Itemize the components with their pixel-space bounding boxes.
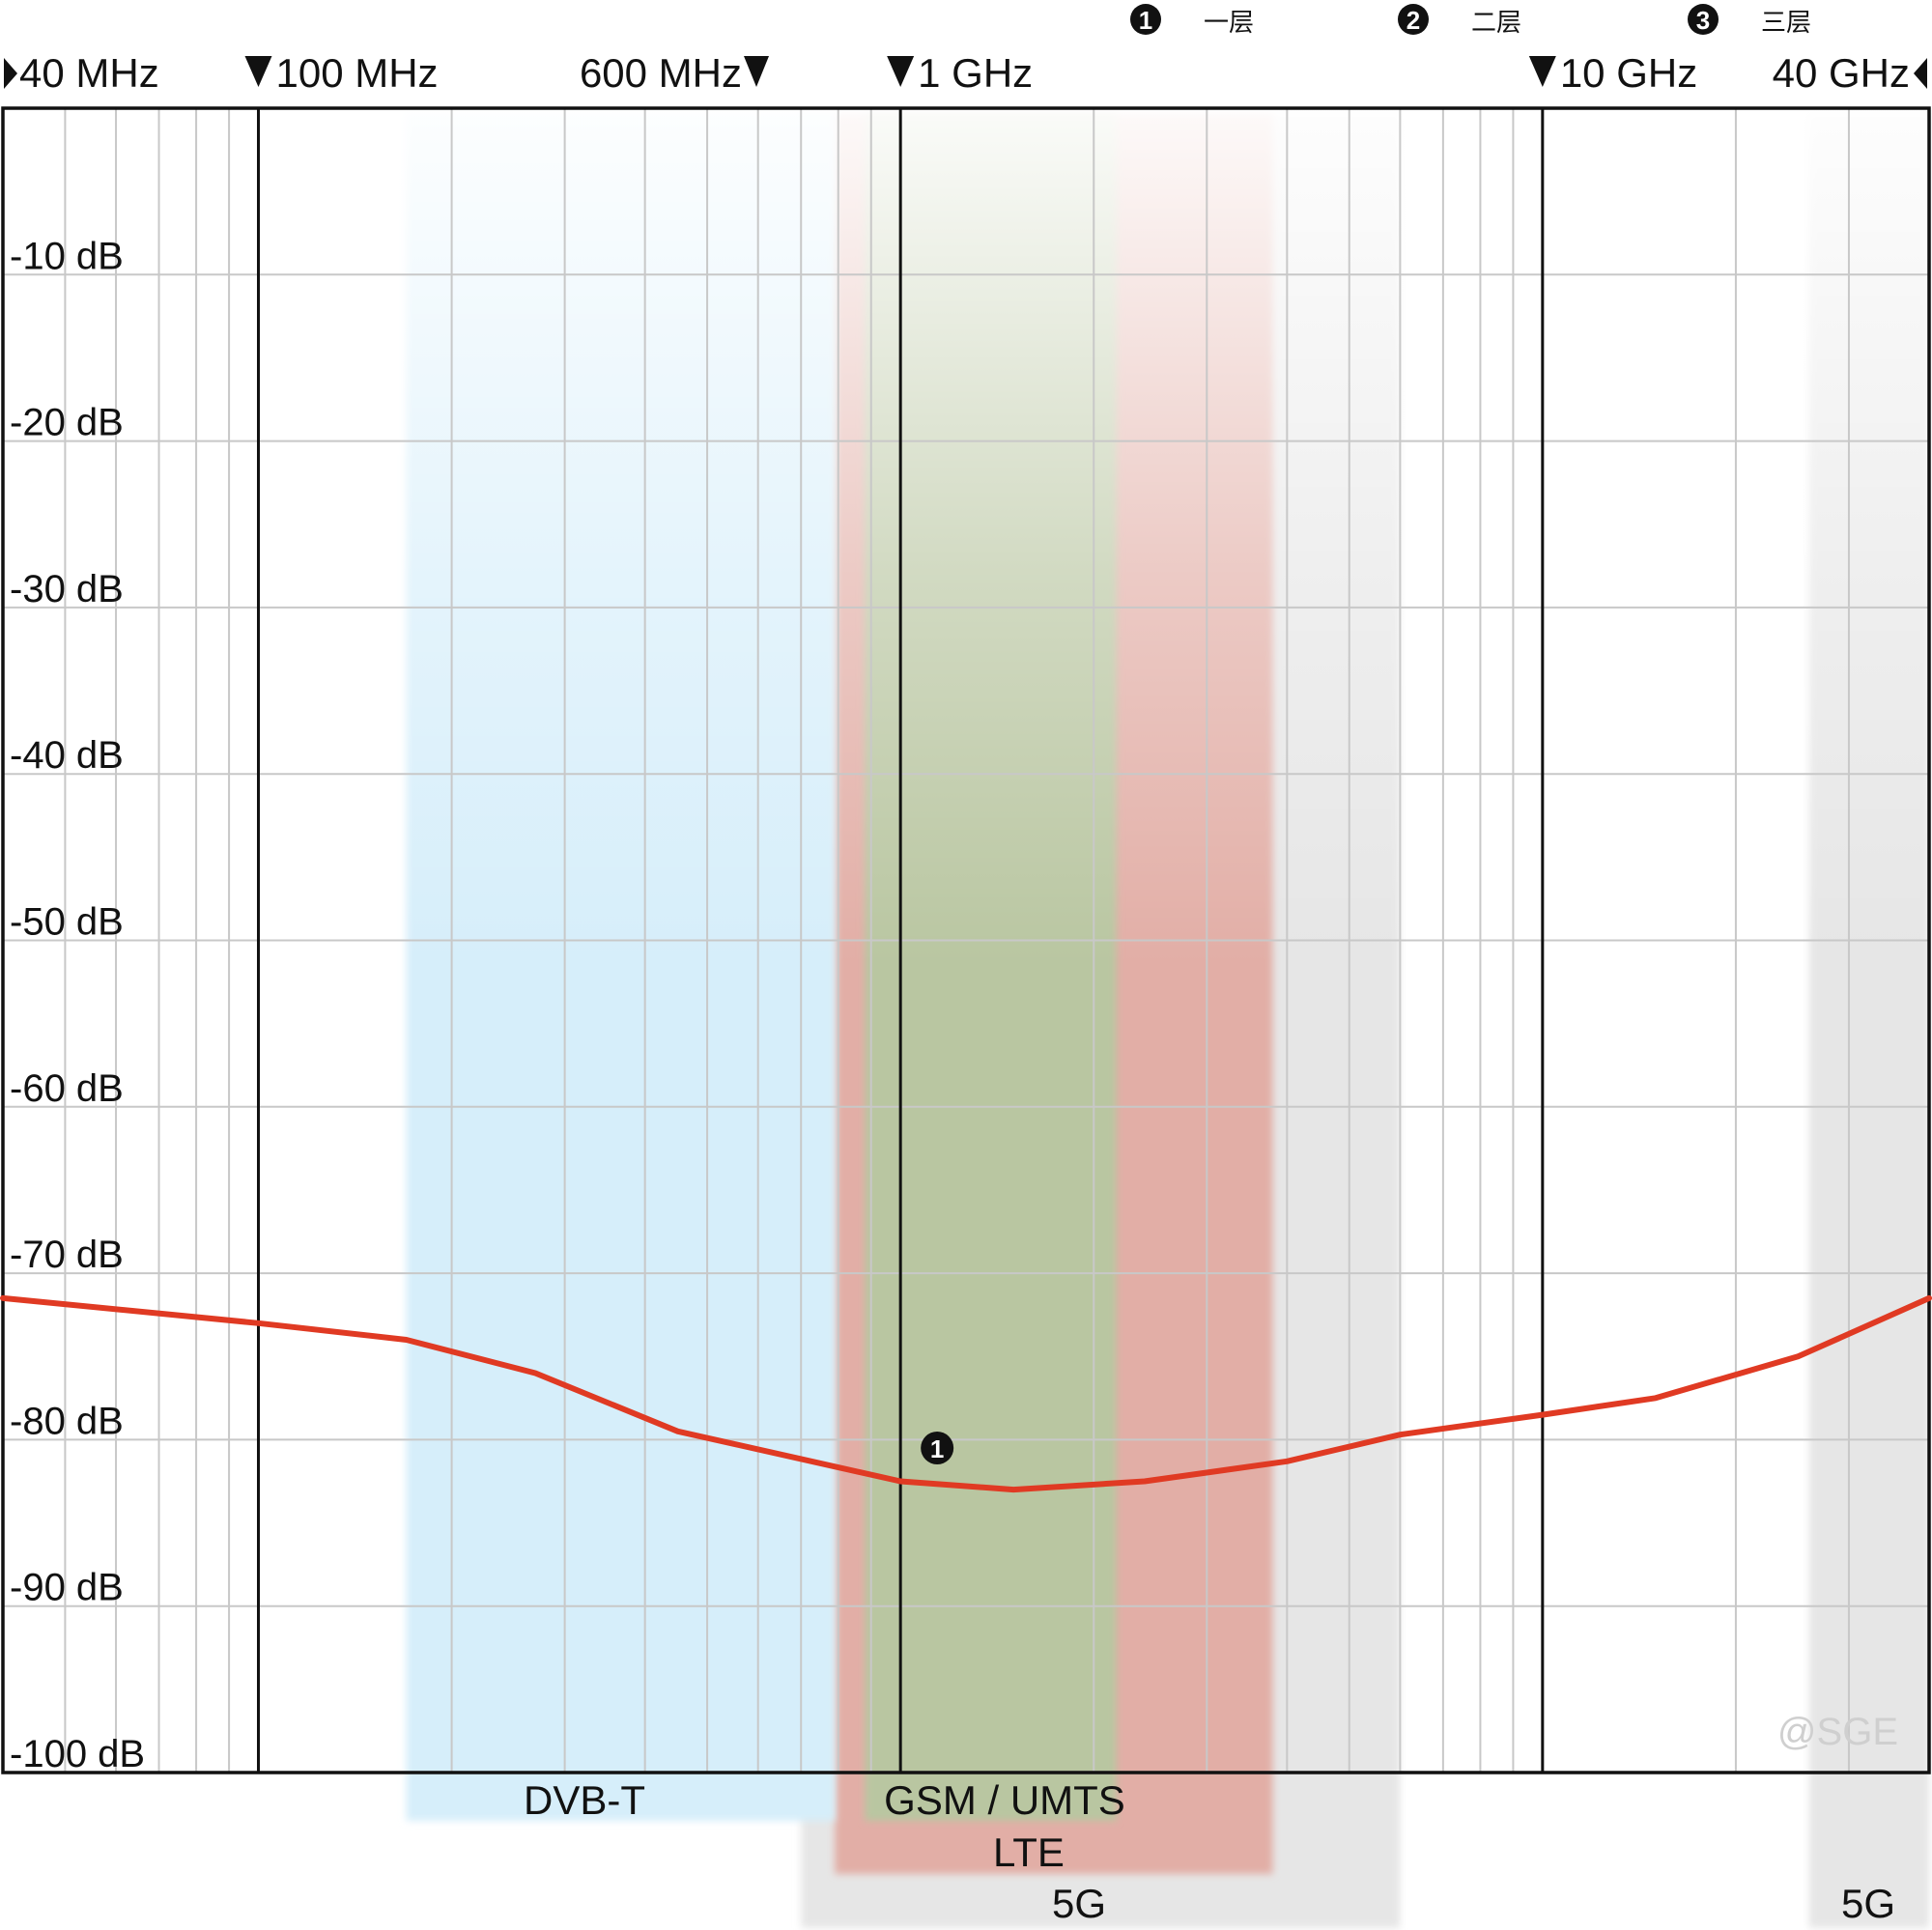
series-layer xyxy=(0,1294,1932,1493)
x-tick-labels: 40 MHz 100 MHz 600 MHz 1 GHz 10 GHz 40 GHz xyxy=(4,50,1927,96)
y-tick-label: -20 dB xyxy=(10,402,124,444)
tick-marker-down-icon xyxy=(1528,56,1556,87)
tick-marker-down-icon xyxy=(887,56,915,87)
legend-marker-number: 3 xyxy=(1696,6,1710,35)
x-tick-label: 40 MHz xyxy=(19,50,159,96)
legend: 1 一层 2 二层 3 三层 xyxy=(1130,4,1811,37)
y-tick-label: -60 dB xyxy=(10,1067,124,1110)
legend-label: 三层 xyxy=(1761,8,1811,37)
legend-marker-number: 2 xyxy=(1406,6,1420,35)
legend-marker-3-icon xyxy=(1688,4,1719,35)
band-label: 5G xyxy=(1841,1881,1895,1926)
x-tick-label: 100 MHz xyxy=(275,50,438,96)
y-tick-label: -50 dB xyxy=(10,901,124,944)
plot-border xyxy=(1,106,1931,1774)
annotation-number: 1 xyxy=(930,1434,944,1463)
band-label: 5G xyxy=(1052,1881,1106,1926)
annotations: 1 xyxy=(921,1432,954,1465)
minor-gridlines xyxy=(2,108,1930,1773)
tick-marker-down-icon xyxy=(244,56,272,87)
legend-marker-1-icon xyxy=(1130,4,1161,35)
x-tick-label: 10 GHz xyxy=(1560,50,1697,96)
band-fade xyxy=(3,97,1929,966)
y-tick-label: -40 dB xyxy=(10,734,124,777)
band-fade-overlay xyxy=(3,97,1929,966)
band-label: GSM / UMTS xyxy=(884,1777,1125,1823)
tick-marker-right-icon xyxy=(4,58,17,89)
tick-marker-down-icon xyxy=(744,56,769,87)
legend-label: 一层 xyxy=(1204,8,1254,37)
y-tick-label: -80 dB xyxy=(10,1400,124,1442)
y-tick-label: -30 dB xyxy=(10,568,124,610)
band-label: DVB-T xyxy=(524,1777,645,1823)
plot-frame xyxy=(1,106,1931,1774)
y-tick-labels: -10 dB -20 dB -30 dB -40 dB -50 dB -60 dB -70 … xyxy=(10,235,145,1775)
y-tick-label: -70 dB xyxy=(10,1234,124,1276)
x-tick-label: 40 GHz xyxy=(1773,50,1910,96)
major-gridlines xyxy=(256,108,1545,1773)
tick-marker-left-icon xyxy=(1914,58,1927,89)
legend-label: 二层 xyxy=(1471,8,1521,37)
legend-marker-number: 1 xyxy=(1139,6,1152,35)
x-tick-label: 1 GHz xyxy=(918,50,1033,96)
legend-marker-2-icon xyxy=(1398,4,1429,35)
x-tick-label: 600 MHz xyxy=(580,50,742,96)
y-tick-label: -10 dB xyxy=(10,235,124,277)
watermark: @SGE xyxy=(1777,1711,1898,1753)
band-label: LTE xyxy=(993,1830,1065,1875)
band-labels: DVB-T GSM / UMTS LTE 5G 5G xyxy=(524,1777,1895,1926)
series-marker-1-icon xyxy=(921,1432,954,1465)
series-line-1 xyxy=(0,1294,1932,1493)
y-tick-label: -90 dB xyxy=(10,1567,124,1609)
y-tick-label: -100 dB xyxy=(10,1733,145,1775)
